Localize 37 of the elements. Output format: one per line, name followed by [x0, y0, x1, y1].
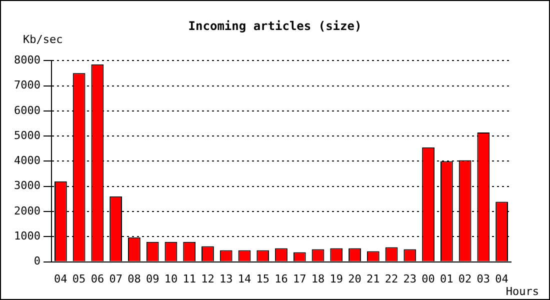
y-tick-label: 6000	[14, 104, 40, 117]
x-tick-label: 18	[311, 272, 325, 286]
x-tick-label: 08	[128, 272, 141, 286]
x-tick-label: 23	[403, 272, 417, 286]
x-tick-label: 16	[274, 272, 288, 286]
x-tick-label: 02	[458, 272, 472, 286]
x-tick-label: 00	[422, 272, 435, 286]
y-tick-label: 1000	[14, 230, 40, 243]
x-tick-label: 12	[201, 272, 214, 286]
x-tick-label: 01	[440, 272, 454, 286]
x-tick-label: 13	[219, 272, 233, 286]
x-tick-label: 22	[384, 272, 398, 286]
x-tick-label: 03	[476, 272, 490, 286]
x-tick-label: 04	[495, 272, 509, 286]
x-tick-label: 17	[293, 272, 306, 286]
x-tick-label: 06	[90, 272, 104, 286]
x-tick-label: 04	[54, 272, 68, 286]
y-tick-label: 3000	[14, 179, 40, 192]
x-tick-label: 11	[182, 272, 196, 286]
x-tick-label: 15	[256, 272, 270, 286]
x-tick-label: 19	[330, 272, 344, 286]
y-tick-label: 4000	[14, 154, 40, 168]
x-tick-label: 10	[164, 272, 178, 286]
x-axis-title: Hours	[506, 285, 539, 298]
y-tick-label: 2000	[14, 204, 40, 218]
x-tick-label: 09	[146, 272, 160, 286]
x-tick-label: 07	[109, 272, 122, 286]
x-tick-label: 21	[366, 272, 380, 286]
y-tick-label: 0	[34, 254, 40, 268]
y-axis-title: Kb/sec	[23, 33, 63, 46]
x-tick-label: 05	[72, 272, 86, 286]
x-tick-label: 14	[238, 272, 252, 286]
chart-title: Incoming articles (size)	[187, 19, 363, 33]
y-tick-label: 5000	[14, 128, 40, 142]
y-tick-label: 8000	[14, 53, 40, 66]
y-tick-label: 7000	[14, 78, 40, 92]
x-tick-label: 20	[348, 272, 362, 286]
